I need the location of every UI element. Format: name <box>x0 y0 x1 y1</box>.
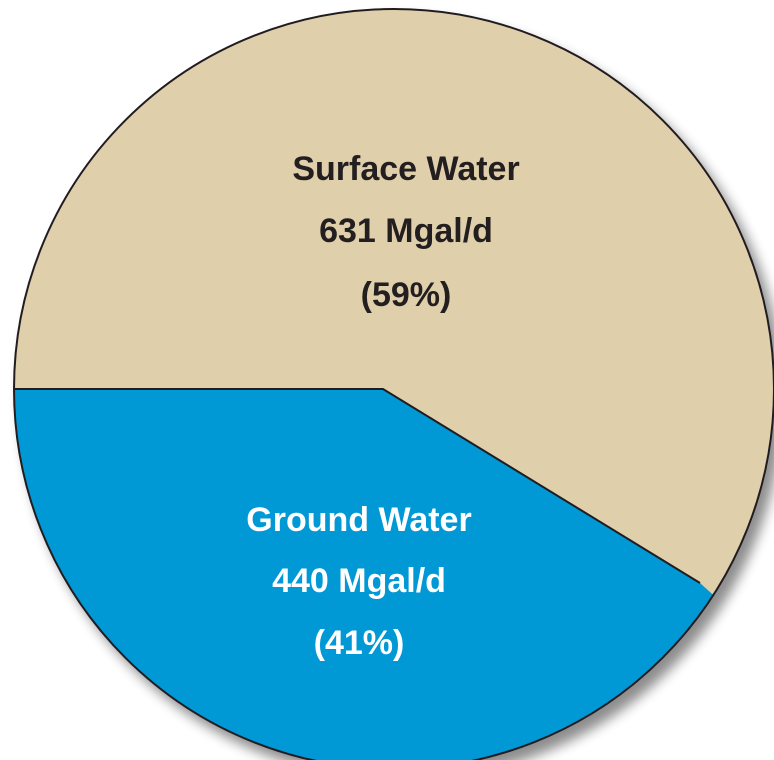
slice-divider <box>14 388 701 584</box>
ground-water-value: 440 Mgal/d <box>272 562 446 600</box>
ground-water-name: Ground Water <box>246 501 471 539</box>
pie-slice-ground-water <box>14 389 774 760</box>
ground-water-percent: (41%) <box>314 624 405 662</box>
surface-water-label: Surface Water 631 Mgal/d (59%) <box>292 150 519 314</box>
surface-water-percent: (59%) <box>361 276 452 314</box>
surface-water-name: Surface Water <box>292 150 519 188</box>
surface-water-value: 631 Mgal/d <box>319 212 493 250</box>
pie-outline <box>13 8 774 760</box>
ground-water-label: Ground Water 440 Mgal/d (41%) <box>246 501 471 662</box>
